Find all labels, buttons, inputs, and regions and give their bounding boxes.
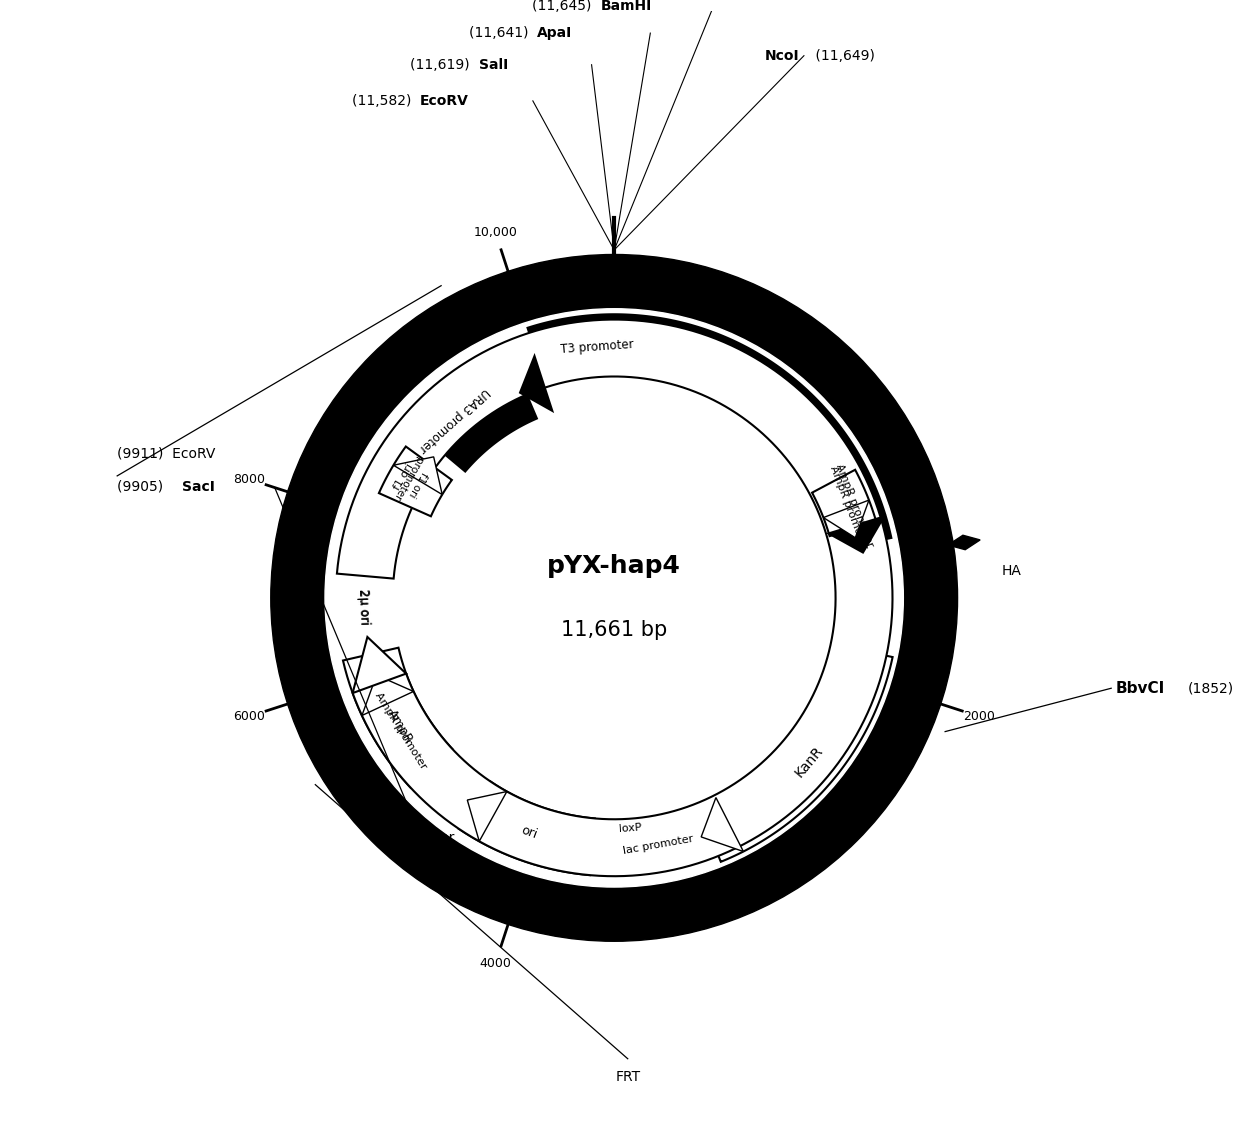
Ellipse shape	[309, 488, 319, 513]
Polygon shape	[352, 637, 407, 693]
Ellipse shape	[593, 910, 619, 918]
Text: HA: HA	[1002, 563, 1022, 578]
Text: ApaI: ApaI	[537, 26, 573, 40]
Ellipse shape	[484, 298, 507, 311]
Text: lac promoter: lac promoter	[621, 834, 693, 856]
Text: (11,645): (11,645)	[532, 0, 596, 13]
Polygon shape	[467, 791, 507, 842]
Ellipse shape	[450, 314, 472, 328]
Polygon shape	[352, 673, 453, 788]
Polygon shape	[826, 515, 887, 554]
Text: BbvCI: BbvCI	[1116, 681, 1164, 696]
Text: SacI: SacI	[182, 480, 215, 494]
Polygon shape	[518, 353, 554, 413]
Circle shape	[325, 309, 904, 888]
Text: (9911)  EcoRV: (9911) EcoRV	[117, 447, 216, 460]
Text: (11,582): (11,582)	[352, 94, 415, 108]
Text: 2μ ori: 2μ ori	[357, 588, 372, 625]
Text: BamHI: BamHI	[600, 0, 652, 13]
Text: AmpR promoter: AmpR promoter	[835, 462, 875, 549]
Text: URA3 promoter: URA3 promoter	[417, 385, 492, 454]
Ellipse shape	[339, 755, 353, 776]
Polygon shape	[337, 320, 893, 876]
Text: KanR: KanR	[792, 743, 826, 780]
Text: ori: ori	[518, 824, 538, 842]
Text: 2μ ori: 2μ ori	[356, 588, 371, 625]
Ellipse shape	[906, 478, 916, 502]
Text: (9905): (9905)	[117, 480, 172, 494]
Polygon shape	[379, 447, 451, 516]
Text: f1 ori
promoter: f1 ori promoter	[391, 454, 434, 508]
Text: (1852): (1852)	[1188, 681, 1234, 696]
Polygon shape	[417, 361, 538, 473]
Text: (11,641): (11,641)	[469, 26, 533, 40]
Text: Hap4: Hap4	[709, 358, 756, 392]
Text: 10,000: 10,000	[474, 227, 517, 239]
Polygon shape	[526, 313, 893, 552]
Text: loxP: loxP	[619, 822, 642, 834]
Text: AmpR promoter: AmpR promoter	[828, 465, 869, 551]
Polygon shape	[823, 500, 869, 537]
Ellipse shape	[901, 705, 913, 728]
Text: 4000: 4000	[480, 957, 511, 969]
Text: 8000: 8000	[233, 472, 265, 486]
Text: T3 promoter: T3 promoter	[559, 338, 634, 357]
Polygon shape	[949, 535, 980, 550]
Text: f1 ori: f1 ori	[393, 461, 415, 491]
Text: (11,649): (11,649)	[811, 48, 875, 63]
Polygon shape	[459, 781, 595, 875]
Text: 6000: 6000	[233, 710, 265, 723]
Polygon shape	[362, 675, 413, 716]
Text: (11,619): (11,619)	[410, 57, 474, 72]
Text: AmpR promoter: AmpR promoter	[373, 691, 429, 771]
Polygon shape	[701, 798, 744, 852]
Text: NcoI: NcoI	[765, 48, 800, 63]
Polygon shape	[812, 470, 877, 536]
Text: FRT: FRT	[615, 1069, 640, 1084]
Ellipse shape	[565, 909, 591, 916]
Polygon shape	[393, 457, 443, 495]
Polygon shape	[698, 644, 893, 862]
Text: EcoRV: EcoRV	[420, 94, 469, 108]
Text: SK primer: SK primer	[386, 831, 454, 845]
Text: 2000: 2000	[963, 710, 996, 723]
Text: SalI: SalI	[479, 57, 508, 72]
Text: 11,661 bp: 11,661 bp	[560, 619, 667, 640]
Circle shape	[270, 255, 957, 941]
Text: pYX-hap4: pYX-hap4	[547, 554, 681, 578]
Text: AmpR: AmpR	[384, 707, 415, 746]
